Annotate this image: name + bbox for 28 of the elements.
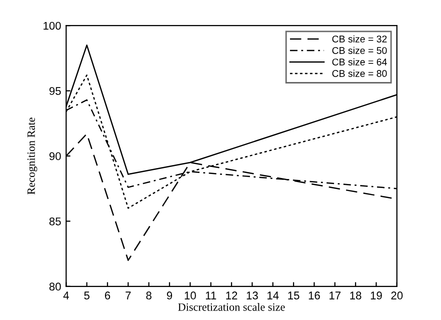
x-tick-label: 17	[330, 292, 341, 300]
x-tick-label: 7	[126, 292, 131, 300]
x-tick-label: 8	[146, 292, 152, 300]
y-tick-label: 80	[49, 282, 61, 291]
legend-label: CB size = 32	[332, 35, 387, 42]
x-tick-label: 14	[268, 292, 279, 300]
legend-label: CB size = 50	[332, 46, 387, 54]
legend-label: CB size = 64	[332, 58, 387, 66]
x-tick-label: 20	[391, 292, 403, 300]
x-tick-label: 5	[84, 292, 90, 300]
legend-label: CB size = 80	[332, 70, 387, 77]
y-axis-title: Recognition Rate	[27, 118, 38, 194]
x-tick-label: 9	[166, 292, 172, 300]
x-tick-label: 12	[226, 292, 238, 300]
x-axis-title: Discretization scale size	[178, 303, 285, 311]
y-tick-label: 100	[44, 22, 61, 30]
y-tick-label: 90	[49, 152, 61, 160]
y-tick-label: 95	[49, 87, 61, 95]
x-tick-label: 6	[104, 292, 110, 300]
x-tick-label: 4	[63, 292, 69, 300]
x-tick-label: 11	[206, 292, 216, 300]
x-tick-label: 19	[370, 292, 382, 300]
x-tick-label: 15	[288, 292, 300, 300]
x-tick-label: 16	[308, 292, 320, 300]
x-tick-label: 13	[246, 292, 258, 300]
y-tick-label: 85	[49, 217, 61, 226]
x-tick-label: 18	[350, 292, 362, 300]
x-tick-label: 10	[184, 292, 196, 300]
